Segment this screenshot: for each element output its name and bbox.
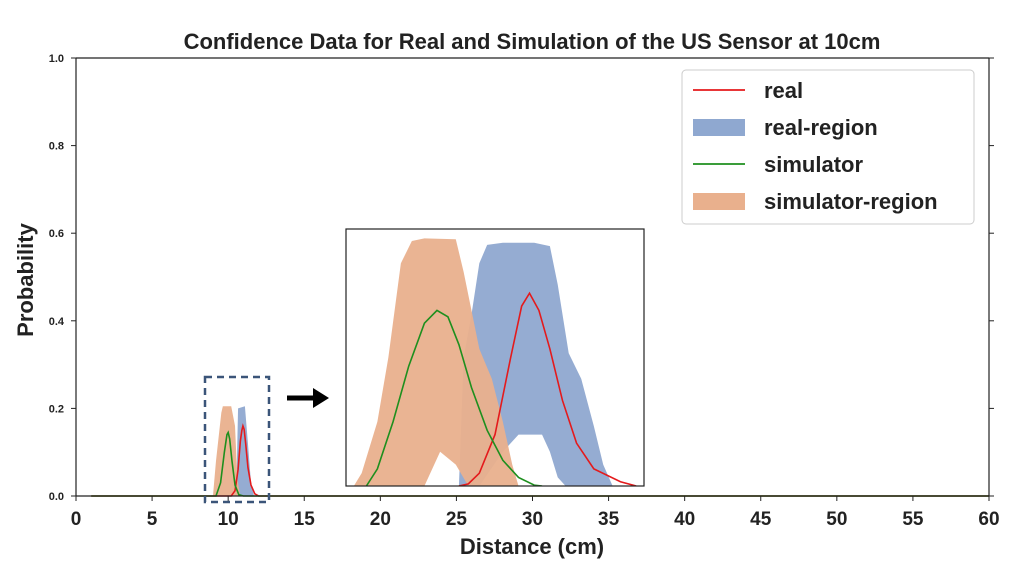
y-tick-label: 0.6 [49, 228, 64, 240]
inset-real-line [458, 291, 637, 486]
x-tick-label: 30 [522, 509, 543, 530]
x-axis-label: Distance (cm) [460, 534, 604, 559]
series-real-line [91, 423, 989, 497]
y-tick-label: 1.0 [49, 53, 64, 65]
x-tick-label: 35 [598, 509, 620, 530]
x-axis-ticks: 0 5 10 15 20 25 30 35 40 45 50 55 60 [71, 496, 1000, 530]
y-axis-label: Probability [13, 222, 38, 336]
zoom-region-box [203, 375, 271, 504]
legend-swatch-real-region [693, 119, 745, 136]
inset-plot [345, 228, 645, 487]
legend: real real-region simulator simulator-region [681, 69, 975, 225]
legend-label-real-region: real-region [764, 115, 878, 140]
x-tick-label: 60 [978, 509, 999, 530]
inset-simulator-region-band [353, 238, 519, 486]
y-tick-label: 0.8 [49, 141, 64, 153]
x-tick-label: 45 [750, 509, 772, 530]
inset-simulator-line [365, 309, 543, 486]
y-tick-label: 0.2 [49, 403, 64, 415]
x-tick-label: 15 [294, 509, 316, 530]
y-tick-label: 0.0 [49, 491, 64, 503]
x-tick-label: 40 [674, 509, 695, 530]
inset-frame [345, 228, 645, 487]
x-tick-label: 25 [446, 509, 468, 530]
x-tick-label: 0 [71, 509, 82, 530]
zoom-annotation [203, 375, 329, 504]
y-tick-label: 0.4 [49, 316, 65, 328]
inset-series-group [353, 238, 637, 486]
legend-label-real: real [764, 78, 803, 103]
zoom-arrow-head [313, 388, 329, 408]
legend-label-simulator: simulator [764, 152, 863, 177]
legend-swatch-simulator-region [693, 193, 745, 210]
x-tick-label: 10 [218, 509, 239, 530]
y-axis-ticks: 0.0 0.2 0.4 0.6 0.8 1.0 [49, 53, 994, 503]
legend-box [681, 69, 975, 225]
x-tick-label: 5 [147, 509, 158, 530]
chart-title: Confidence Data for Real and Simulation … [184, 29, 881, 54]
x-tick-label: 50 [826, 509, 847, 530]
legend-label-simulator-region: simulator-region [764, 189, 938, 214]
x-tick-label: 20 [370, 509, 391, 530]
x-tick-label: 55 [902, 509, 924, 530]
